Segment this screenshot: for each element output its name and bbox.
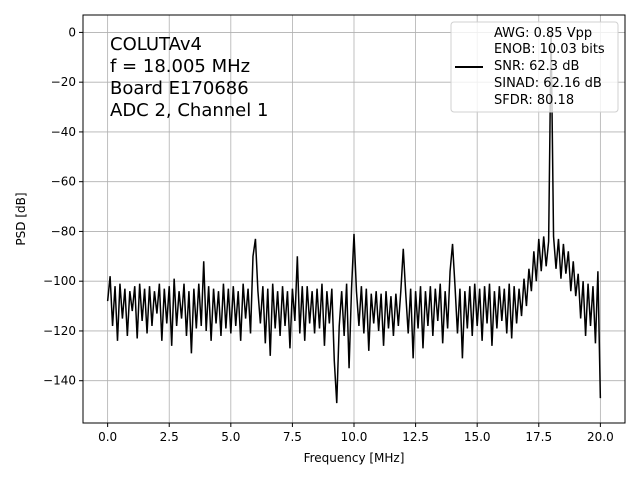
annotation-line: COLUTAv4	[110, 34, 202, 55]
y-tick-label: 0	[68, 25, 76, 39]
x-tick-label: 17.5	[525, 430, 552, 444]
x-tick-label: 0.0	[98, 430, 117, 444]
y-tick-label: −40	[51, 125, 76, 139]
y-axis-label: PSD [dB]	[14, 192, 28, 245]
series-layer	[106, 32, 602, 404]
x-tick-label: 10.0	[341, 430, 368, 444]
annotation-line: ADC 2, Channel 1	[110, 100, 268, 121]
legend: AWG: 0.85 Vpp ENOB: 10.03 bits SNR: 62.3…	[450, 21, 619, 113]
x-tick-label: 5.0	[221, 430, 240, 444]
legend-line: SNR: 62.3 dB	[494, 59, 579, 74]
y-tick-label: −140	[43, 374, 76, 388]
legend-line: SFDR: 80.18	[494, 93, 574, 108]
y-tick-label: −100	[43, 274, 76, 288]
x-tick-label: 7.5	[283, 430, 302, 444]
y-tick-label: −20	[51, 75, 76, 89]
annotation-line: Board E170686	[110, 78, 249, 99]
legend-line: ENOB: 10.03 bits	[494, 42, 605, 57]
y-tick-label: −80	[51, 224, 76, 238]
ticks: 0.0 2.5 5.0 7.5 10.0 12.5 15.0 17.5 20.0 0 −20 −40 −…	[43, 25, 614, 444]
x-tick-label: 12.5	[402, 430, 429, 444]
x-axis-label: Frequency [MHz]	[304, 451, 405, 465]
annotation: COLUTAv4 f = 18.005 MHz Board E170686 AD…	[110, 34, 268, 121]
grid	[83, 15, 625, 423]
legend-box	[450, 21, 619, 113]
x-tick-label: 15.0	[464, 430, 491, 444]
legend-line: SINAD: 62.16 dB	[494, 76, 602, 91]
legend-line: AWG: 0.85 Vpp	[494, 26, 592, 41]
x-tick-label: 20.0	[587, 430, 614, 444]
y-tick-label: −60	[51, 175, 76, 189]
y-tick-label: −120	[43, 324, 76, 338]
x-tick-label: 2.5	[160, 430, 179, 444]
annotation-line: f = 18.005 MHz	[110, 56, 250, 77]
